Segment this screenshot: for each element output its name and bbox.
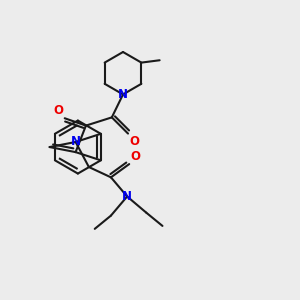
- Text: O: O: [131, 150, 141, 163]
- Text: O: O: [130, 135, 140, 148]
- Text: N: N: [70, 136, 81, 148]
- Text: N: N: [122, 190, 132, 203]
- Text: O: O: [53, 104, 63, 117]
- Text: N: N: [118, 88, 128, 101]
